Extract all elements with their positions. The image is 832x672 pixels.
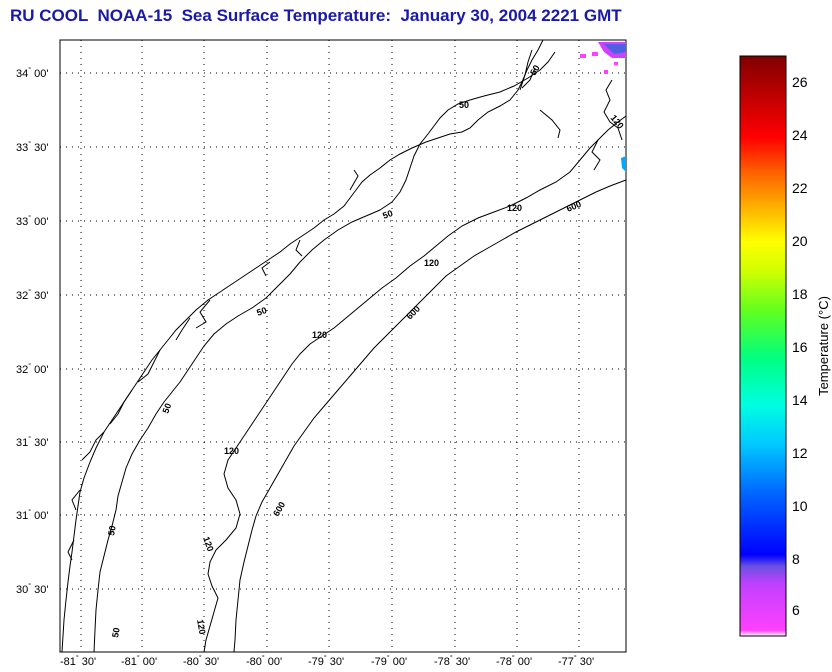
map-title: RU COOL NOAA-15 Sea Surface Temperature:… [10, 6, 622, 25]
colorbar-tick-label: 14 [792, 392, 808, 408]
contour-label-50: 50 [160, 402, 173, 415]
lat-tick-label: 30° 30' [16, 582, 48, 596]
lon-tick-label: -80° 30' [183, 654, 219, 668]
contour-label-50: 50 [106, 525, 118, 537]
latitude-axis: 34° 00' 33° 30' 33° 00' 32° 30' 32° 00' … [16, 66, 48, 596]
lon-tick-label: -77° 30' [558, 654, 594, 668]
colorbar-tick-label: 26 [792, 74, 808, 90]
estuary-detail [67, 49, 623, 561]
lat-tick-label: 31° 30' [16, 435, 48, 449]
sst-data-patches [580, 42, 626, 172]
colorbar: 26 24 22 20 18 16 14 12 10 8 6 Temperatu… [739, 55, 831, 637]
colorbar-tick-label: 6 [792, 602, 800, 618]
map-gridlines [60, 40, 626, 652]
colorbar-tick-label: 18 [792, 286, 808, 302]
lon-tick-label: -79° 00' [371, 654, 407, 668]
lat-tick-label: 33° 00' [16, 214, 48, 228]
colorbar-tick-label: 16 [792, 339, 808, 355]
contour-label-120: 120 [424, 258, 439, 268]
lon-tick-label: -78° 00' [496, 654, 532, 668]
coastline [61, 39, 544, 653]
colorbar-tick-label: 10 [792, 498, 808, 514]
colorbar-tick-label: 22 [792, 180, 808, 196]
contour-label-50: 50 [459, 100, 469, 110]
lon-tick-label: -80° 00' [246, 654, 282, 668]
colorbar-tick-label: 24 [792, 127, 808, 143]
contour-label-120: 120 [201, 535, 216, 553]
colorbar-title: Temperature (°C) [816, 296, 831, 396]
contour-label-120: 120 [312, 330, 327, 340]
isobath-600 [233, 179, 627, 653]
map-panel: 50 50 50 50 50 120 120 120 120 120 120 1… [16, 39, 627, 668]
lon-tick-label: -78° 30' [434, 654, 470, 668]
isobath-120 [203, 115, 627, 653]
colorbar-tick-label: 8 [792, 551, 800, 567]
contour-label-50: 50 [381, 208, 394, 221]
contour-label-50: 50 [528, 63, 542, 77]
contour-label-120: 120 [507, 203, 522, 213]
lon-tick-label: -81° 30' [60, 654, 96, 668]
lat-tick-label: 32° 30' [16, 288, 48, 302]
contour-label-50: 50 [255, 305, 268, 318]
lat-tick-label: 33° 30' [16, 140, 48, 154]
longitude-axis: -81° 30' -81° 00' -80° 30' -80° 00' -79°… [60, 654, 594, 668]
lat-tick-label: 34° 00' [16, 66, 48, 80]
colorbar-ticks: 26 24 22 20 18 16 14 12 10 8 6 [792, 74, 808, 618]
lat-tick-label: 31° 00' [16, 508, 48, 522]
colorbar-tick-label: 12 [792, 445, 808, 461]
map-frame [59, 39, 627, 653]
lat-tick-label: 32° 00' [16, 362, 48, 376]
colorbar-gradient [739, 55, 787, 637]
lon-tick-label: -79° 30' [308, 654, 344, 668]
isobath-50 [93, 51, 556, 653]
contour-label-120: 120 [195, 619, 207, 636]
lon-tick-label: -81° 00' [121, 654, 157, 668]
colorbar-tick-label: 20 [792, 233, 808, 249]
contour-label-120: 120 [224, 446, 239, 456]
contour-label-50: 50 [110, 627, 122, 639]
